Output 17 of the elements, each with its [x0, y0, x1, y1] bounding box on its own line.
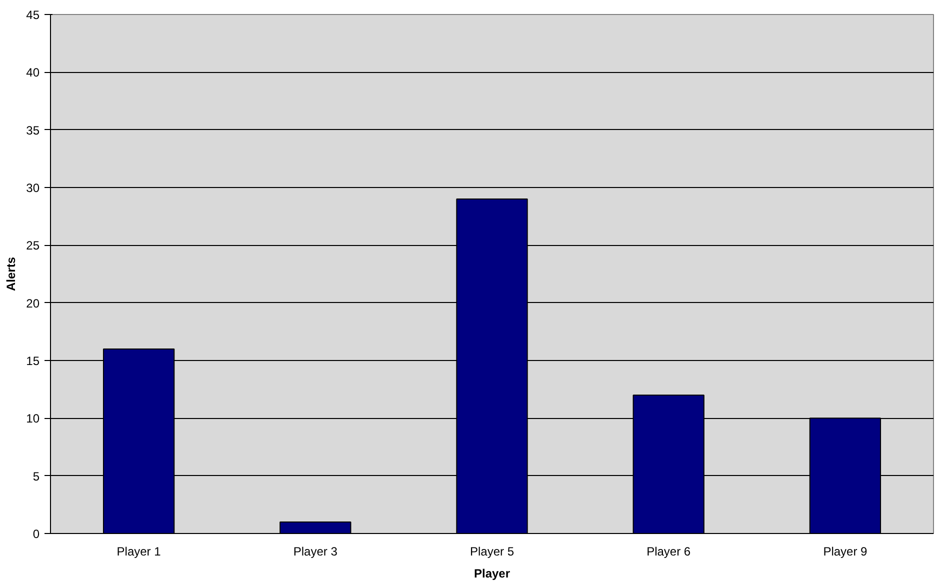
y-tick-label: 25 — [26, 238, 40, 253]
y-tick-label: 5 — [32, 469, 40, 484]
x-axis-title: Player — [474, 566, 510, 580]
y-tick-label: 40 — [26, 66, 40, 80]
y-tick-label: 15 — [26, 354, 40, 368]
x-tick-label: Player 6 — [646, 544, 691, 558]
y-axis-title: Alerts — [4, 256, 18, 292]
y-tick-label: 0 — [32, 527, 40, 541]
x-tick-label: Player 9 — [823, 544, 868, 558]
y-tick-label: 30 — [26, 181, 40, 195]
y-tick-label: 20 — [26, 296, 40, 310]
x-tick-label: Player 3 — [293, 544, 338, 558]
y-tick-label: 10 — [26, 412, 40, 426]
x-tick-label: Player 1 — [116, 544, 162, 558]
x-tick-label: Player 5 — [470, 544, 514, 558]
y-tick-label: 45 — [26, 8, 40, 22]
y-tick-label: 35 — [26, 123, 40, 138]
